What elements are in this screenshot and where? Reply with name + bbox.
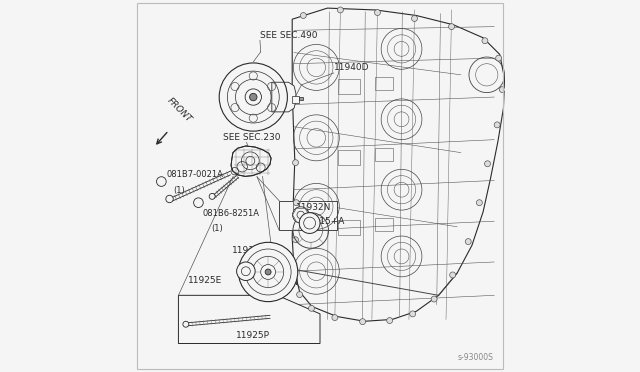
Polygon shape xyxy=(272,82,296,112)
Circle shape xyxy=(293,200,300,206)
Text: FRONT: FRONT xyxy=(166,96,193,124)
Text: 11940D: 11940D xyxy=(333,63,369,72)
Text: B: B xyxy=(196,200,201,206)
Circle shape xyxy=(431,296,437,302)
Bar xyxy=(338,79,360,94)
Circle shape xyxy=(465,238,471,244)
Bar xyxy=(292,96,299,103)
Circle shape xyxy=(157,177,166,186)
Circle shape xyxy=(209,193,215,199)
Bar xyxy=(375,77,394,90)
Circle shape xyxy=(250,93,257,101)
Text: (1): (1) xyxy=(173,186,184,195)
Circle shape xyxy=(360,319,365,325)
Circle shape xyxy=(450,272,456,278)
Circle shape xyxy=(499,87,506,93)
Circle shape xyxy=(410,311,415,317)
Circle shape xyxy=(449,24,454,30)
Bar xyxy=(338,150,360,164)
Circle shape xyxy=(300,213,320,234)
Text: SEE SEC.490: SEE SEC.490 xyxy=(260,31,317,39)
Text: 11925P: 11925P xyxy=(236,331,270,340)
Circle shape xyxy=(265,269,271,275)
Circle shape xyxy=(482,38,488,44)
Circle shape xyxy=(292,207,309,223)
Text: 11915+A: 11915+A xyxy=(303,217,346,226)
Text: 11927N: 11927N xyxy=(264,278,300,287)
Circle shape xyxy=(166,195,173,203)
Text: 081B6-8251A: 081B6-8251A xyxy=(203,208,260,218)
Polygon shape xyxy=(231,146,271,176)
Bar xyxy=(375,218,394,231)
Bar xyxy=(375,148,394,161)
Text: SEE SEC.230: SEE SEC.230 xyxy=(223,132,280,141)
Polygon shape xyxy=(292,8,504,321)
Circle shape xyxy=(495,55,502,61)
Text: A: A xyxy=(159,179,164,185)
Circle shape xyxy=(239,242,298,302)
Circle shape xyxy=(291,269,297,275)
Circle shape xyxy=(484,161,490,167)
Text: 081B7-0021A: 081B7-0021A xyxy=(166,170,223,179)
Text: (1): (1) xyxy=(211,224,223,233)
Polygon shape xyxy=(279,201,337,231)
Circle shape xyxy=(337,7,343,13)
Circle shape xyxy=(387,318,392,324)
Circle shape xyxy=(308,305,314,311)
Circle shape xyxy=(412,16,417,22)
Circle shape xyxy=(476,200,483,206)
Text: 11925E: 11925E xyxy=(188,276,223,285)
Circle shape xyxy=(297,292,303,298)
Circle shape xyxy=(183,321,189,327)
Text: 11932N: 11932N xyxy=(296,203,332,212)
Circle shape xyxy=(292,160,298,166)
Circle shape xyxy=(494,122,500,128)
Polygon shape xyxy=(179,295,320,343)
Circle shape xyxy=(300,13,307,19)
Bar xyxy=(299,97,303,100)
Circle shape xyxy=(237,262,255,280)
Circle shape xyxy=(292,237,298,243)
Circle shape xyxy=(194,198,204,208)
Text: s-93000S: s-93000S xyxy=(457,353,493,362)
Text: 11915: 11915 xyxy=(232,246,261,254)
Circle shape xyxy=(374,10,380,16)
Circle shape xyxy=(332,315,338,321)
Bar xyxy=(338,220,360,235)
